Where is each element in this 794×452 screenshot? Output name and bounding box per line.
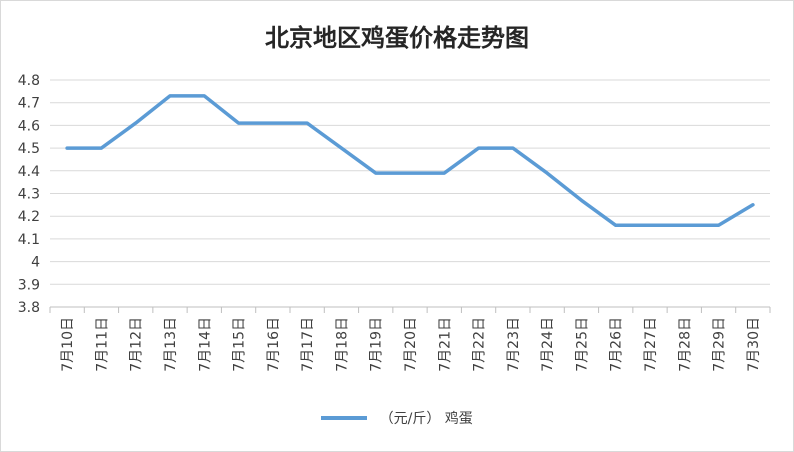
y-axis: 3.8 3.9 4 4.1 4.2 4.3 4.4 4.5 4.6 4.7 4.8 — [18, 73, 40, 316]
x-tick-label: 7月11日 — [94, 317, 110, 372]
x-tick-label: 7月14日 — [197, 317, 213, 372]
x-tick-label: 7月16日 — [266, 317, 282, 372]
legend-swatch — [321, 416, 368, 420]
x-tick-label: 7月17日 — [300, 317, 316, 372]
y-tick-label: 4.3 — [18, 187, 40, 203]
x-tick-label: 7月27日 — [643, 317, 659, 372]
x-tick-label: 7月19日 — [369, 317, 385, 372]
y-tick-label: 4.8 — [18, 73, 40, 89]
x-tick-label: 7月13日 — [163, 317, 179, 372]
x-tick-label: 7月30日 — [746, 317, 762, 372]
x-axis: 7月10日 7月11日 7月12日 7月13日 7月14日 7月15日 7月16日 7月17日… — [49, 306, 771, 372]
x-tick-label: 7月23日 — [506, 317, 522, 372]
x-tick-label: 7月12日 — [129, 317, 145, 372]
x-tick-label: 7月25日 — [574, 317, 590, 372]
legend: （元/斤） 鸡蛋 — [0, 408, 794, 428]
y-tick-label: 4.7 — [18, 96, 40, 112]
x-tick-label: 7月18日 — [334, 317, 350, 372]
x-tick-label: 7月20日 — [403, 317, 419, 372]
legend-label: （元/斤） 鸡蛋 — [379, 411, 473, 427]
y-tick-label: 4.6 — [18, 118, 40, 134]
series-layer — [65, 94, 755, 228]
x-tick-label: 7月28日 — [677, 317, 693, 372]
y-tick-label: 4.2 — [18, 209, 40, 225]
x-tick-label: 7月10日 — [60, 317, 76, 372]
x-tick-label: 7月21日 — [437, 317, 453, 372]
gridlines — [50, 79, 770, 308]
y-tick-label: 4 — [31, 255, 40, 271]
x-tick-label: 7月24日 — [540, 317, 556, 372]
x-tick-label: 7月15日 — [232, 317, 248, 372]
y-tick-label: 4.1 — [18, 232, 40, 248]
y-tick-label: 4.5 — [18, 141, 40, 157]
x-tick-label: 7月29日 — [712, 317, 728, 372]
y-tick-label: 3.9 — [18, 277, 40, 293]
chart-title: 北京地区鸡蛋价格走势图 — [265, 24, 529, 52]
series-line — [65, 94, 755, 228]
x-tick-label: 7月22日 — [472, 317, 488, 372]
y-tick-label: 4.4 — [18, 164, 40, 180]
y-tick-label: 3.8 — [18, 300, 40, 316]
x-tick-label: 7月26日 — [609, 317, 625, 372]
